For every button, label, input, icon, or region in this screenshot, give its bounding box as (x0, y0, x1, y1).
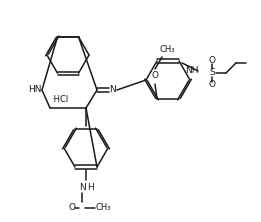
Text: N: N (110, 85, 116, 95)
Text: H: H (87, 182, 93, 192)
Text: N: N (79, 184, 85, 192)
Text: NH: NH (185, 66, 199, 75)
Text: O: O (209, 56, 216, 65)
Text: ·HCl: ·HCl (51, 95, 69, 105)
Text: O: O (151, 71, 158, 79)
Text: CH₃: CH₃ (95, 204, 111, 212)
Text: O: O (68, 204, 75, 212)
Text: O: O (209, 80, 216, 89)
Text: S: S (209, 68, 215, 77)
Text: CH₃: CH₃ (159, 45, 175, 54)
Text: HN: HN (28, 85, 42, 95)
